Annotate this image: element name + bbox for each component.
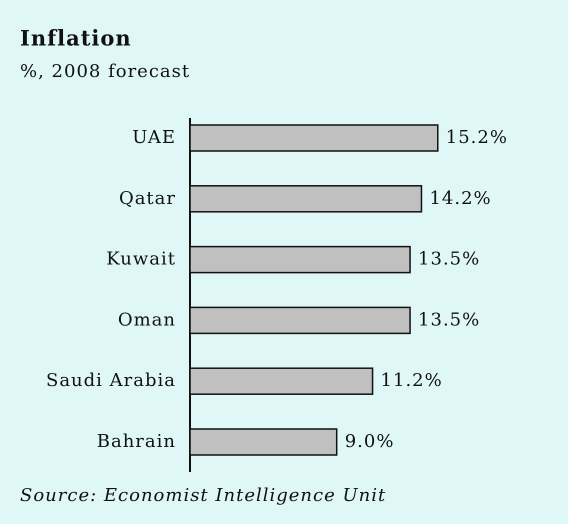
bar xyxy=(189,428,338,456)
source-note: Source: Economist Intelligence Unit xyxy=(20,485,386,506)
category-label: Qatar xyxy=(119,188,176,209)
bar xyxy=(189,185,423,213)
category-label: Saudi Arabia xyxy=(46,370,176,391)
value-label: 15.2% xyxy=(446,127,508,148)
chart-subtitle: %, 2008 forecast xyxy=(20,61,190,82)
bar xyxy=(189,124,439,152)
bar xyxy=(189,367,374,395)
value-label: 13.5% xyxy=(418,249,480,270)
value-label: 14.2% xyxy=(429,188,491,209)
value-label: 9.0% xyxy=(345,431,395,452)
category-label: Bahrain xyxy=(97,431,176,452)
category-label: Oman xyxy=(118,309,176,330)
value-label: 13.5% xyxy=(418,309,480,330)
value-label: 11.2% xyxy=(381,370,443,391)
category-label: Kuwait xyxy=(106,249,176,270)
chart-title: Inflation xyxy=(20,26,132,51)
bar xyxy=(189,245,411,274)
category-label: UAE xyxy=(132,127,176,148)
bar xyxy=(189,306,411,335)
